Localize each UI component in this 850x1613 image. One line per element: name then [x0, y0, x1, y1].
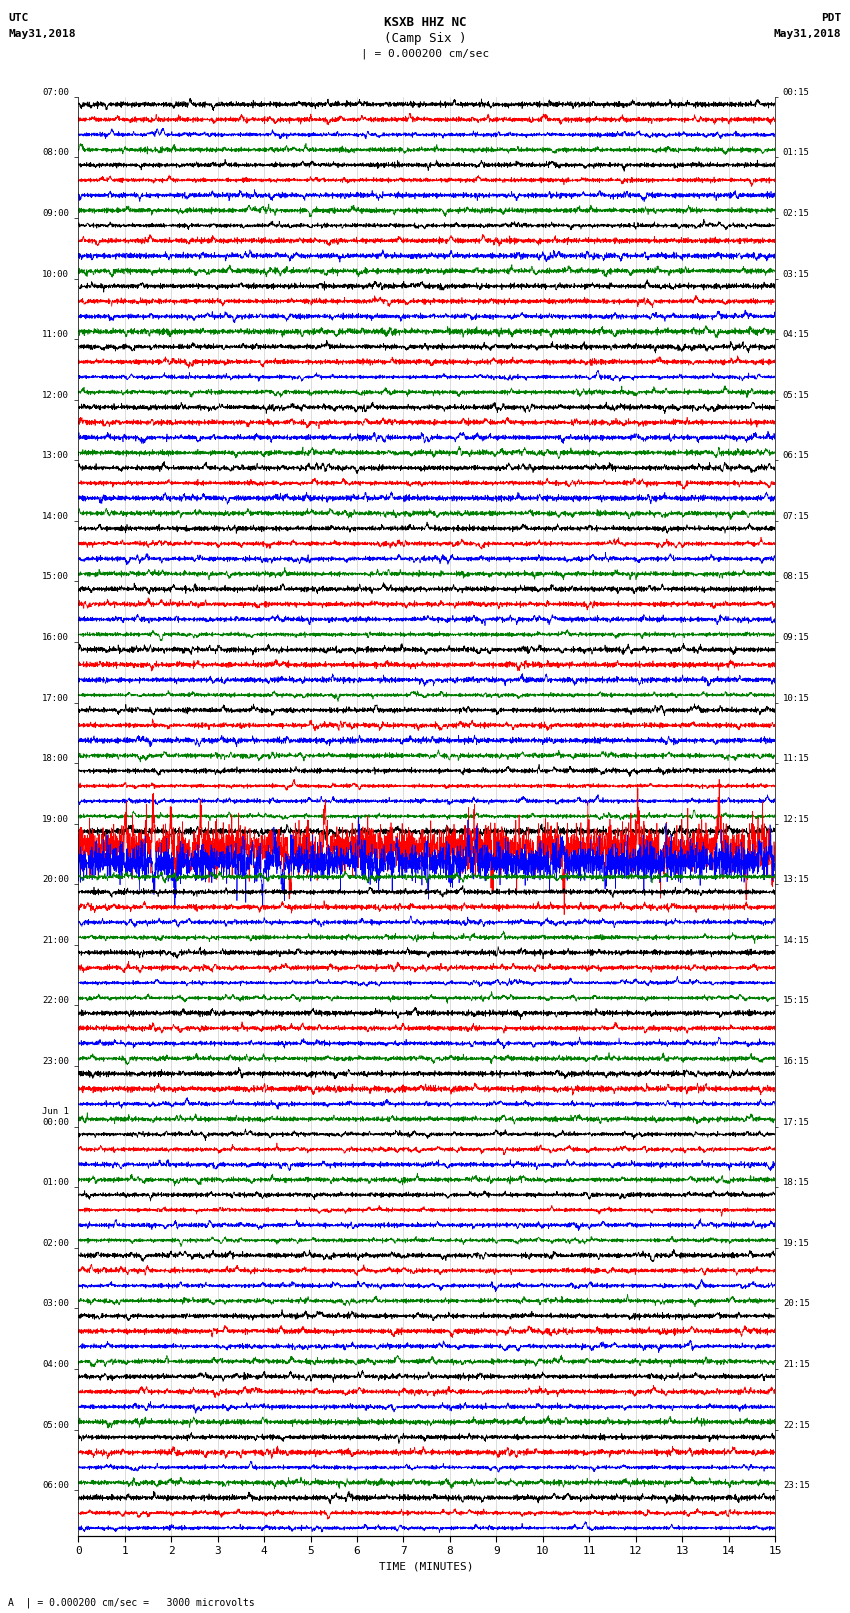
Text: | = 0.000200 cm/sec: | = 0.000200 cm/sec — [361, 48, 489, 60]
Text: (Camp Six ): (Camp Six ) — [383, 32, 467, 45]
X-axis label: TIME (MINUTES): TIME (MINUTES) — [379, 1561, 474, 1571]
Text: KSXB HHZ NC: KSXB HHZ NC — [383, 16, 467, 29]
Text: UTC: UTC — [8, 13, 29, 23]
Text: May31,2018: May31,2018 — [774, 29, 842, 39]
Text: A  | = 0.000200 cm/sec =   3000 microvolts: A | = 0.000200 cm/sec = 3000 microvolts — [8, 1597, 255, 1608]
Text: PDT: PDT — [821, 13, 842, 23]
Text: May31,2018: May31,2018 — [8, 29, 76, 39]
